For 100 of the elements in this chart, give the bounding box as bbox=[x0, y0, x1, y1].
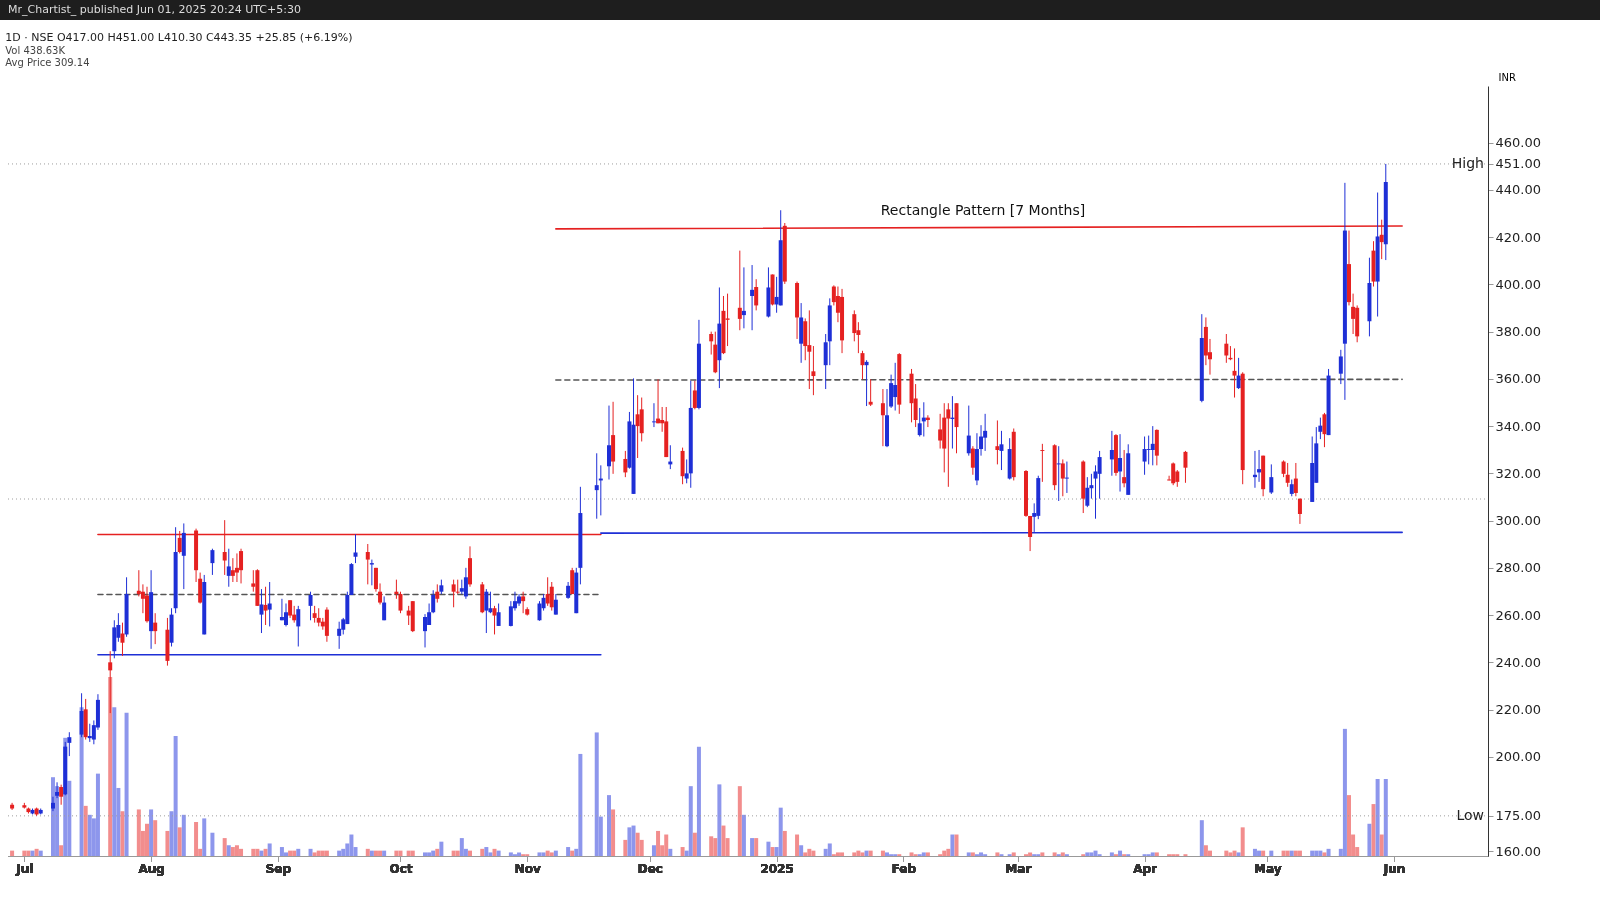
candlestick bbox=[1322, 412, 1327, 448]
bar bbox=[664, 834, 669, 856]
candlestick bbox=[623, 450, 628, 478]
x-tick-label: Oct bbox=[389, 861, 413, 876]
candlestick bbox=[1040, 443, 1045, 483]
bar bbox=[1281, 850, 1286, 856]
bar bbox=[1310, 850, 1315, 856]
bar bbox=[868, 850, 873, 856]
bar bbox=[136, 809, 141, 856]
candlestick bbox=[1064, 461, 1069, 494]
bar bbox=[946, 848, 951, 856]
y-tick-label: 420.00 bbox=[1495, 229, 1541, 245]
candlestick bbox=[750, 264, 755, 331]
bar bbox=[1297, 850, 1302, 856]
bar bbox=[234, 845, 239, 856]
ref-line-label: Low bbox=[1456, 806, 1484, 823]
bar bbox=[108, 676, 113, 856]
bar bbox=[909, 852, 914, 856]
candlestick bbox=[230, 557, 235, 583]
bar bbox=[696, 746, 701, 856]
bar bbox=[950, 834, 955, 856]
y-tick-label: 200.00 bbox=[1495, 749, 1541, 765]
bar bbox=[885, 852, 890, 856]
bar bbox=[1383, 779, 1388, 856]
bar bbox=[737, 786, 742, 856]
y-tick-label: 360.00 bbox=[1495, 371, 1541, 387]
bar bbox=[925, 852, 930, 856]
candlestick bbox=[1085, 476, 1090, 508]
bar bbox=[651, 845, 656, 856]
bar bbox=[120, 811, 125, 856]
x-tick-label: Dec bbox=[637, 861, 663, 876]
candlestick bbox=[120, 622, 125, 657]
bar bbox=[373, 850, 378, 856]
bar bbox=[517, 852, 522, 856]
bar bbox=[492, 848, 497, 856]
bar bbox=[778, 807, 783, 856]
bar bbox=[1011, 852, 1016, 856]
x-tick-label: Nov bbox=[514, 861, 541, 876]
candlestick bbox=[521, 591, 526, 614]
candlestick bbox=[606, 405, 611, 480]
bar bbox=[279, 847, 284, 856]
bar bbox=[631, 825, 636, 856]
candlestick bbox=[353, 533, 358, 564]
bar bbox=[827, 843, 832, 856]
y-tick-label: 160.00 bbox=[1495, 843, 1541, 859]
candlestick bbox=[737, 250, 742, 331]
bar bbox=[124, 712, 129, 856]
bar bbox=[95, 773, 100, 856]
bar bbox=[1314, 850, 1319, 856]
bar bbox=[455, 850, 460, 856]
bar bbox=[611, 809, 616, 856]
bar bbox=[754, 838, 759, 856]
x-tick-label: Feb bbox=[891, 861, 917, 876]
candlestick bbox=[692, 380, 697, 410]
bar bbox=[1257, 850, 1262, 856]
bar bbox=[431, 850, 436, 856]
candlestick bbox=[594, 452, 599, 520]
bar bbox=[856, 850, 861, 856]
bar bbox=[811, 850, 816, 856]
candlestick bbox=[79, 692, 84, 738]
candlestick bbox=[1142, 436, 1147, 476]
y-tick-label: 240.00 bbox=[1495, 654, 1541, 670]
candlestick bbox=[492, 605, 497, 635]
bar bbox=[1052, 852, 1057, 856]
bar bbox=[1379, 834, 1384, 856]
candlestick bbox=[1224, 333, 1229, 364]
bar bbox=[1150, 852, 1155, 856]
bar bbox=[378, 850, 383, 856]
bar bbox=[349, 834, 354, 856]
candlestick bbox=[639, 397, 644, 442]
candlestick bbox=[431, 589, 436, 614]
candlestick bbox=[754, 278, 759, 311]
candlestick bbox=[807, 309, 812, 390]
bar bbox=[1252, 848, 1257, 856]
candlestick bbox=[226, 548, 231, 588]
candlestick bbox=[983, 413, 988, 452]
bar bbox=[267, 843, 272, 856]
bar bbox=[210, 832, 215, 856]
bar bbox=[467, 850, 472, 856]
bar bbox=[668, 848, 673, 856]
bar bbox=[835, 852, 840, 856]
annotation: Rectangle Pattern [7 Months] bbox=[880, 202, 1086, 218]
bar bbox=[22, 850, 27, 856]
candlestick bbox=[938, 413, 943, 450]
candlestick bbox=[210, 548, 215, 576]
x-tick-label: May bbox=[1253, 861, 1282, 876]
bar bbox=[570, 850, 575, 856]
candlestick bbox=[455, 579, 460, 595]
candlestick bbox=[369, 559, 374, 586]
bar bbox=[578, 753, 583, 856]
candlestick bbox=[966, 405, 971, 457]
x-tick-label: Sep bbox=[265, 861, 292, 876]
bar bbox=[623, 839, 628, 856]
bar bbox=[688, 786, 693, 856]
bar bbox=[398, 850, 403, 856]
bar bbox=[222, 838, 227, 856]
bar bbox=[1367, 823, 1372, 856]
bar bbox=[995, 852, 1000, 856]
candlestick bbox=[893, 362, 898, 412]
bar bbox=[864, 850, 869, 856]
